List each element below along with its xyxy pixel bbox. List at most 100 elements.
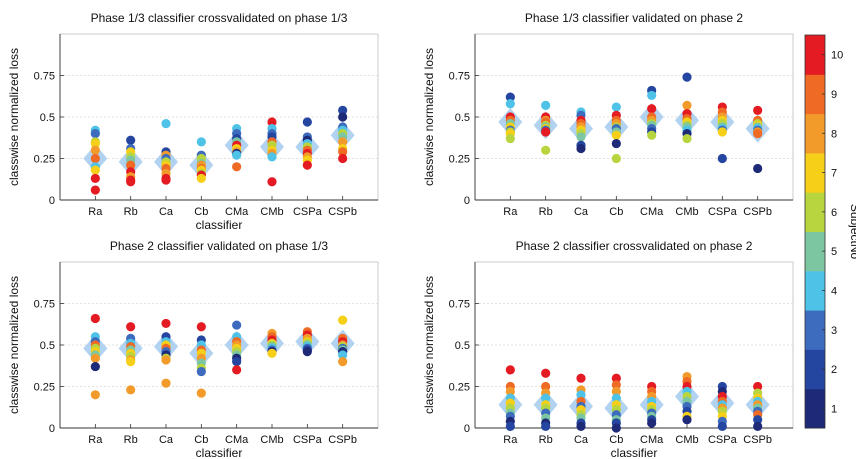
data-point	[717, 421, 727, 431]
data-point	[338, 137, 348, 147]
x-tick-label: CSPa	[293, 206, 323, 218]
y-axis-label: classwise normalized loss	[7, 276, 21, 414]
x-axis-label: classifier	[196, 446, 243, 459]
data-point	[647, 418, 657, 428]
data-point	[717, 153, 727, 164]
data-point	[161, 318, 171, 329]
data-point	[505, 92, 515, 102]
data-point	[196, 366, 206, 377]
data-point	[126, 385, 136, 395]
x-axis-label: classifier	[196, 218, 243, 232]
data-point	[90, 390, 100, 400]
data-point	[647, 90, 657, 101]
y-tick-label: 0.75	[34, 71, 55, 83]
data-point	[232, 320, 242, 330]
colorbar-segment	[805, 270, 825, 311]
data-point	[647, 104, 657, 114]
data-point	[338, 105, 348, 115]
panel-title: Phase 1/3 classifier crossvalidated on p…	[91, 11, 348, 25]
data-point	[267, 152, 277, 162]
colorbar-tick-label: 5	[831, 246, 837, 258]
data-point	[611, 138, 621, 149]
data-point	[611, 393, 621, 403]
data-point	[232, 365, 242, 375]
data-point	[126, 177, 136, 187]
data-point	[196, 137, 206, 147]
x-tick-label: Rb	[539, 206, 553, 218]
x-tick-label: CSPa	[708, 434, 738, 446]
colorbar-segment	[805, 74, 825, 115]
plot-area	[474, 33, 794, 201]
colorbar-tick-label: 2	[831, 364, 837, 376]
y-tick-label: 0.75	[449, 71, 470, 83]
y-tick-label: 0.5	[455, 112, 470, 124]
plot-area	[59, 33, 379, 201]
data-point	[611, 102, 621, 112]
colorbar-label: SubjectNo	[848, 204, 856, 260]
chart-panel-2: 0 0.25 0.5 0.75 Ra Rb Ca Cb CMa CMb CSPa CSPb Phase …	[422, 11, 794, 218]
data-point	[541, 100, 551, 110]
x-tick-label: CMa	[225, 206, 249, 218]
data-point	[126, 160, 136, 170]
x-tick-label: CMb	[260, 434, 283, 446]
panel-title: Phase 2 classifier validated on phase 1/…	[110, 239, 328, 253]
data-point	[541, 421, 551, 431]
data-point	[753, 163, 763, 174]
y-tick-label: 0	[464, 423, 470, 435]
data-point	[541, 145, 551, 155]
x-tick-label: CMb	[675, 206, 698, 218]
colorbar-tick-label: 6	[831, 207, 837, 219]
x-tick-label: Ca	[574, 434, 589, 446]
data-point	[161, 175, 171, 185]
data-point	[753, 381, 763, 392]
data-point	[682, 415, 692, 425]
data-point	[267, 117, 277, 127]
colorbar-segment	[805, 152, 825, 193]
chart-panel-1: 0 0.25 0.5 0.75 Ra Rb Ca Cb CMa CMb CSPa CSPb Phase …	[7, 11, 379, 232]
y-tick-label: 0.5	[455, 340, 470, 352]
x-tick-label: CSPa	[293, 434, 323, 446]
data-point	[232, 150, 242, 160]
y-tick-label: 0.75	[449, 299, 470, 311]
data-point	[161, 378, 171, 388]
data-point	[611, 130, 621, 140]
data-point	[576, 373, 586, 383]
data-point	[647, 130, 657, 140]
data-point	[611, 153, 621, 164]
x-tick-label: CSPb	[328, 434, 357, 446]
y-tick-label: 0.25	[449, 154, 470, 166]
chart-panel-3: 0 0.25 0.5 0.75 Ra Rb Ca Cb CMa CMb CSPa CSPb Phase …	[7, 239, 379, 459]
x-tick-label: Cb	[609, 206, 623, 218]
data-point	[90, 138, 100, 149]
y-axis-label: classwise normalized loss	[422, 276, 436, 414]
data-point	[576, 421, 586, 431]
data-point	[90, 353, 100, 363]
y-tick-label: 0.75	[34, 299, 55, 311]
x-tick-label: Rb	[124, 206, 138, 218]
colorbar-tick-label: 1	[831, 403, 837, 415]
data-point	[267, 177, 277, 187]
x-tick-label: CSPb	[328, 206, 357, 218]
x-tick-label: Cb	[194, 434, 208, 446]
data-point	[611, 380, 621, 390]
colorbar-tick-label: 9	[831, 89, 837, 101]
data-point	[541, 368, 551, 378]
plot-area	[59, 261, 379, 429]
data-point	[90, 145, 100, 155]
data-point	[196, 388, 206, 398]
data-point	[505, 133, 515, 144]
colorbar: 1 2 3 4 5 6 7 8 9 10 SubjectNo	[804, 34, 856, 429]
data-point	[161, 355, 171, 365]
y-tick-label: 0.5	[40, 112, 55, 124]
data-point	[302, 117, 312, 127]
data-point	[541, 381, 551, 392]
x-tick-label: CMb	[260, 206, 283, 218]
data-point	[505, 421, 515, 431]
data-point	[576, 390, 586, 400]
x-tick-label: Ra	[88, 434, 103, 446]
colorbar-tick-label: 3	[831, 325, 837, 337]
colorbar-tick-label: 10	[831, 50, 843, 62]
data-point	[161, 119, 171, 129]
data-point	[90, 185, 100, 195]
